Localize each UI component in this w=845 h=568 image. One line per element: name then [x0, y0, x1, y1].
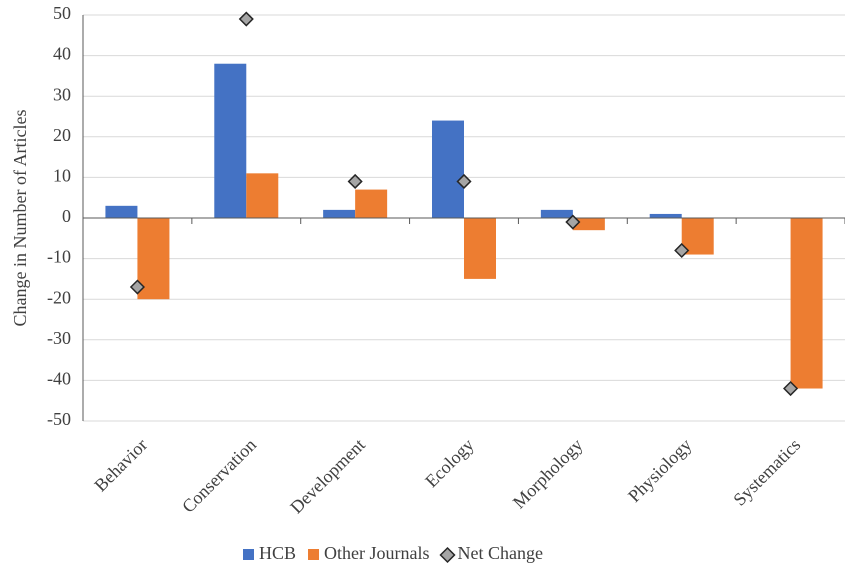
y-axis-label: Change in Number of Articles: [10, 110, 30, 327]
x-tick-label: Behavior: [90, 435, 151, 496]
y-tick-label: -30: [47, 328, 71, 348]
y-tick-label: 20: [53, 125, 71, 145]
bar: [572, 218, 605, 231]
bar: [432, 120, 464, 218]
bar: [540, 209, 573, 218]
bar: [323, 209, 356, 218]
bar: [355, 189, 388, 218]
marker: [565, 214, 581, 230]
bar: [246, 173, 279, 218]
x-tick-label: Morphology: [509, 435, 587, 513]
bar: [649, 213, 682, 218]
y-tick-label: 10: [53, 166, 71, 186]
legend-label: Net Change: [458, 543, 543, 563]
x-tick-label: Systematics: [729, 435, 804, 510]
x-tick-label: Conservation: [178, 435, 260, 517]
legend: HCB Other Journals Net Change: [243, 543, 543, 563]
bar: [105, 205, 138, 218]
marker: [783, 380, 799, 397]
y-tick-label: -20: [47, 287, 71, 307]
bar: [790, 218, 823, 389]
x-tick-label: Development: [286, 435, 369, 518]
legend-label: HCB: [259, 543, 296, 563]
marker: [129, 279, 145, 295]
marker: [674, 242, 690, 259]
y-tick-label: 50: [53, 3, 71, 23]
y-tick-label: -40: [47, 369, 71, 389]
y-tick-label: 30: [53, 84, 71, 104]
y-tick-label: 0: [62, 206, 71, 226]
legend-swatch: [243, 549, 254, 560]
x-tick-label: Ecology: [421, 435, 478, 492]
bar: [464, 218, 496, 279]
y-tick-label: -50: [47, 409, 71, 429]
marker: [347, 173, 363, 190]
legend-swatch: [308, 549, 320, 560]
y-tick-label: -10: [47, 247, 71, 267]
legend-swatch: [439, 546, 456, 564]
x-tick-label: Physiology: [624, 435, 695, 506]
marker: [238, 11, 254, 27]
marker: [456, 173, 472, 190]
legend-label: Other Journals: [324, 543, 429, 563]
y-tick-label: 40: [53, 44, 71, 64]
bar: [214, 63, 247, 218]
